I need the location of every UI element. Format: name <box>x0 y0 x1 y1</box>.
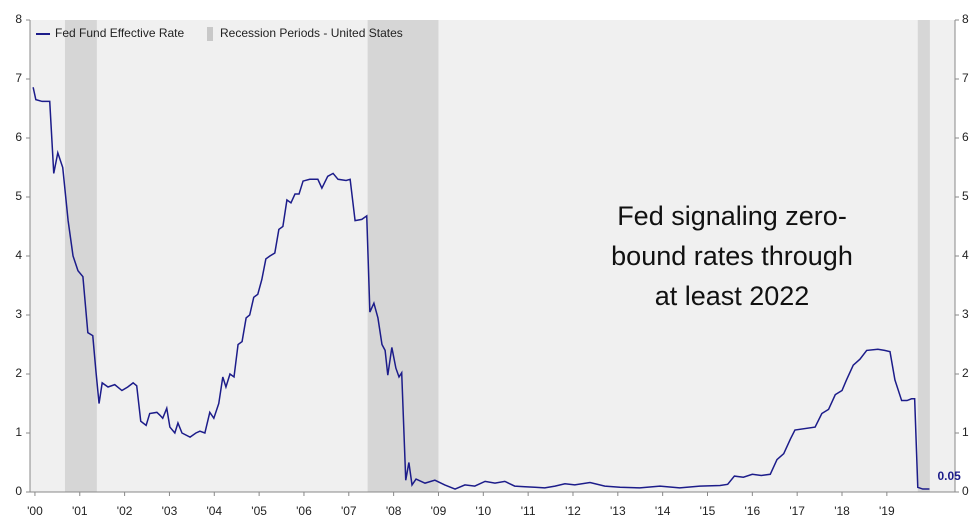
x-tick-label: '17 <box>789 504 805 518</box>
y-tick-label: 0 <box>15 484 22 498</box>
y2-tick-label: 6 <box>962 130 969 144</box>
x-tick-label: '13 <box>610 504 626 518</box>
x-tick-label: '02 <box>117 504 133 518</box>
x-tick-label: '01 <box>72 504 88 518</box>
recession-band <box>917 20 930 492</box>
y-tick-label: 8 <box>15 12 22 26</box>
annotation: Fed signaling zero- <box>617 201 847 231</box>
end-value-label: 0.05 <box>937 469 961 483</box>
x-tick-label: '19 <box>879 504 895 518</box>
recession-band <box>64 20 97 492</box>
x-tick-label: '12 <box>565 504 581 518</box>
x-tick-label: '03 <box>162 504 178 518</box>
y-tick-label: 2 <box>15 366 22 380</box>
y2-tick-label: 7 <box>962 71 969 85</box>
legend-recession-swatch <box>207 27 213 41</box>
y-tick-label: 1 <box>15 425 22 439</box>
x-tick-label: '07 <box>341 504 357 518</box>
y2-tick-label: 1 <box>962 425 969 439</box>
x-tick-label: '05 <box>251 504 267 518</box>
x-tick-label: '09 <box>431 504 447 518</box>
y2-tick-label: 2 <box>962 366 969 380</box>
y2-tick-label: 3 <box>962 307 969 321</box>
y2-tick-label: 0 <box>962 484 969 498</box>
y2-tick-label: 5 <box>962 189 969 203</box>
x-tick-label: '18 <box>834 504 850 518</box>
annotation: at least 2022 <box>655 281 810 311</box>
x-tick-label: '11 <box>521 504 536 518</box>
y-tick-label: 7 <box>15 71 22 85</box>
y-tick-label: 5 <box>15 189 22 203</box>
x-tick-label: '10 <box>475 504 491 518</box>
x-tick-label: '14 <box>655 504 671 518</box>
annotation: bound rates through <box>611 241 853 271</box>
y-tick-label: 4 <box>15 248 22 262</box>
rate-line <box>32 87 930 490</box>
x-tick-label: '16 <box>745 504 761 518</box>
legend-label: Fed Fund Effective Rate <box>55 26 185 40</box>
legend-label: Recession Periods - United States <box>220 26 403 40</box>
y2-tick-label: 8 <box>962 12 969 26</box>
x-tick-label: '06 <box>296 504 312 518</box>
x-tick-label: '00 <box>27 504 43 518</box>
y-tick-label: 6 <box>15 130 22 144</box>
x-tick-label: '08 <box>386 504 402 518</box>
x-tick-label: '04 <box>206 504 222 518</box>
y2-tick-label: 4 <box>962 248 969 262</box>
plot-area <box>30 20 955 492</box>
y-tick-label: 3 <box>15 307 22 321</box>
x-tick-label: '15 <box>700 504 716 518</box>
